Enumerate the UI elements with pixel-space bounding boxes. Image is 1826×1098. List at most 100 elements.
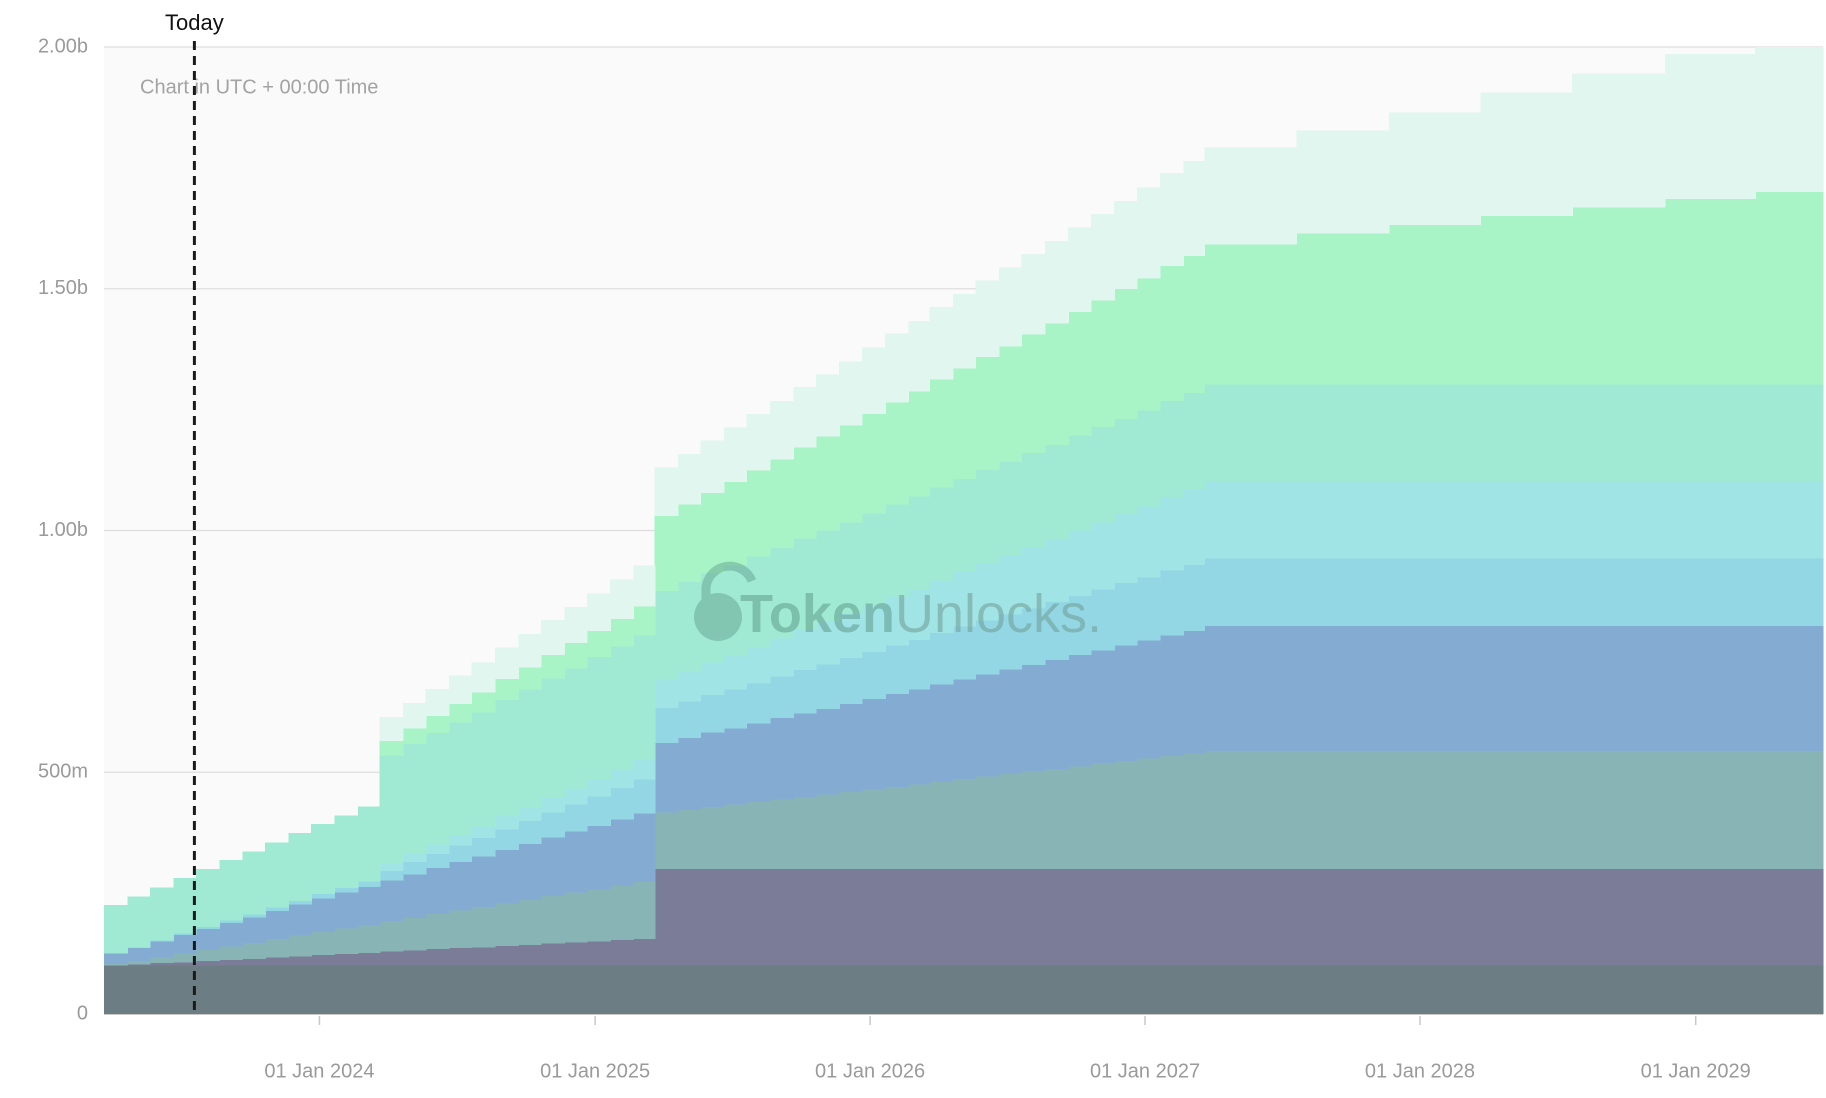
area-step [1755, 47, 1824, 193]
area-step [518, 821, 542, 844]
chart-note: Chart in UTC + 00:00 Time [140, 76, 378, 98]
area-step [975, 674, 1000, 777]
area-step [357, 886, 381, 926]
area-step [564, 831, 588, 893]
area-step [586, 796, 611, 826]
area-step [633, 965, 656, 1014]
area-step [793, 670, 817, 714]
area-step [334, 892, 359, 929]
area-step [929, 965, 954, 1014]
area-step [654, 679, 679, 708]
area-step [815, 868, 840, 966]
area-step [654, 515, 679, 591]
area-step [678, 868, 702, 966]
area-step [678, 582, 702, 672]
area-step [195, 926, 220, 929]
area-step [288, 833, 312, 901]
area-step [998, 346, 1023, 462]
area-step [929, 684, 954, 782]
area-step [885, 786, 910, 869]
x-tick-label: 01 Jan 2026 [815, 1060, 925, 1082]
area-step [1136, 506, 1161, 578]
area-step [1389, 558, 1481, 627]
area-step [793, 965, 817, 1014]
area-step [1021, 868, 1046, 966]
area-step [449, 948, 473, 966]
area-step [1044, 660, 1069, 769]
area-step [449, 845, 473, 863]
area-step [610, 618, 635, 647]
area-step [1114, 289, 1138, 419]
area-step [815, 374, 840, 437]
area-step [908, 689, 931, 785]
area-step [586, 941, 611, 966]
area-step [471, 947, 496, 966]
area-step [1044, 965, 1069, 1014]
area-step [471, 965, 496, 1014]
area-step [357, 953, 381, 966]
area-step [610, 646, 635, 770]
area-step [1136, 410, 1161, 507]
area-step [1183, 965, 1206, 1014]
area-step [723, 427, 748, 483]
area-step [1160, 497, 1185, 571]
area-step [1296, 481, 1390, 559]
area-step [449, 722, 473, 836]
area-step [861, 965, 886, 1014]
watermark: TokenUnlocks. [740, 584, 1102, 644]
area-step [1044, 602, 1069, 661]
area-step [839, 361, 863, 426]
area-step [1664, 965, 1756, 1014]
area-step [242, 942, 266, 959]
area-step [334, 954, 359, 966]
area-step [425, 844, 450, 854]
area-step [471, 838, 496, 857]
area-step [654, 742, 679, 813]
area-step [425, 949, 450, 966]
area-step [975, 356, 1000, 471]
area-step [746, 965, 771, 1014]
area-step [564, 892, 588, 943]
area-step [952, 294, 977, 369]
area-step [769, 638, 794, 677]
area-step [723, 565, 748, 656]
area-step [1755, 558, 1824, 627]
area-step [1160, 635, 1185, 756]
area-step [769, 547, 794, 639]
area-step [998, 267, 1023, 347]
area-step [1572, 965, 1666, 1014]
area-step [242, 917, 266, 943]
x-tick-label: 01 Jan 2027 [1090, 1060, 1200, 1082]
area-step [403, 703, 427, 729]
area-step [1204, 481, 1298, 559]
area-step [1114, 868, 1138, 966]
area-step [1044, 868, 1069, 966]
area-step [1044, 240, 1069, 324]
area-step [1204, 868, 1298, 966]
area-step [195, 868, 220, 927]
area-step [494, 678, 519, 701]
area-step [839, 522, 863, 614]
area-step [1160, 173, 1185, 267]
area-step [173, 962, 197, 966]
area-step [769, 799, 794, 869]
area-step [1183, 753, 1206, 869]
area-step [357, 925, 381, 954]
area-step [425, 867, 450, 914]
area-step [265, 911, 290, 940]
area-step [793, 629, 817, 671]
area-step [1044, 444, 1069, 540]
area-step [1183, 631, 1206, 754]
area-step [311, 894, 336, 899]
area-step [379, 921, 404, 952]
area-step [885, 868, 910, 966]
area-step [1090, 589, 1115, 651]
area-step [815, 965, 840, 1014]
area-step [723, 804, 748, 869]
area-step [885, 402, 910, 505]
area-step [195, 965, 220, 1014]
area-step [265, 842, 290, 908]
area-step [1068, 655, 1092, 767]
area-step [518, 843, 542, 900]
area-step [839, 425, 863, 523]
